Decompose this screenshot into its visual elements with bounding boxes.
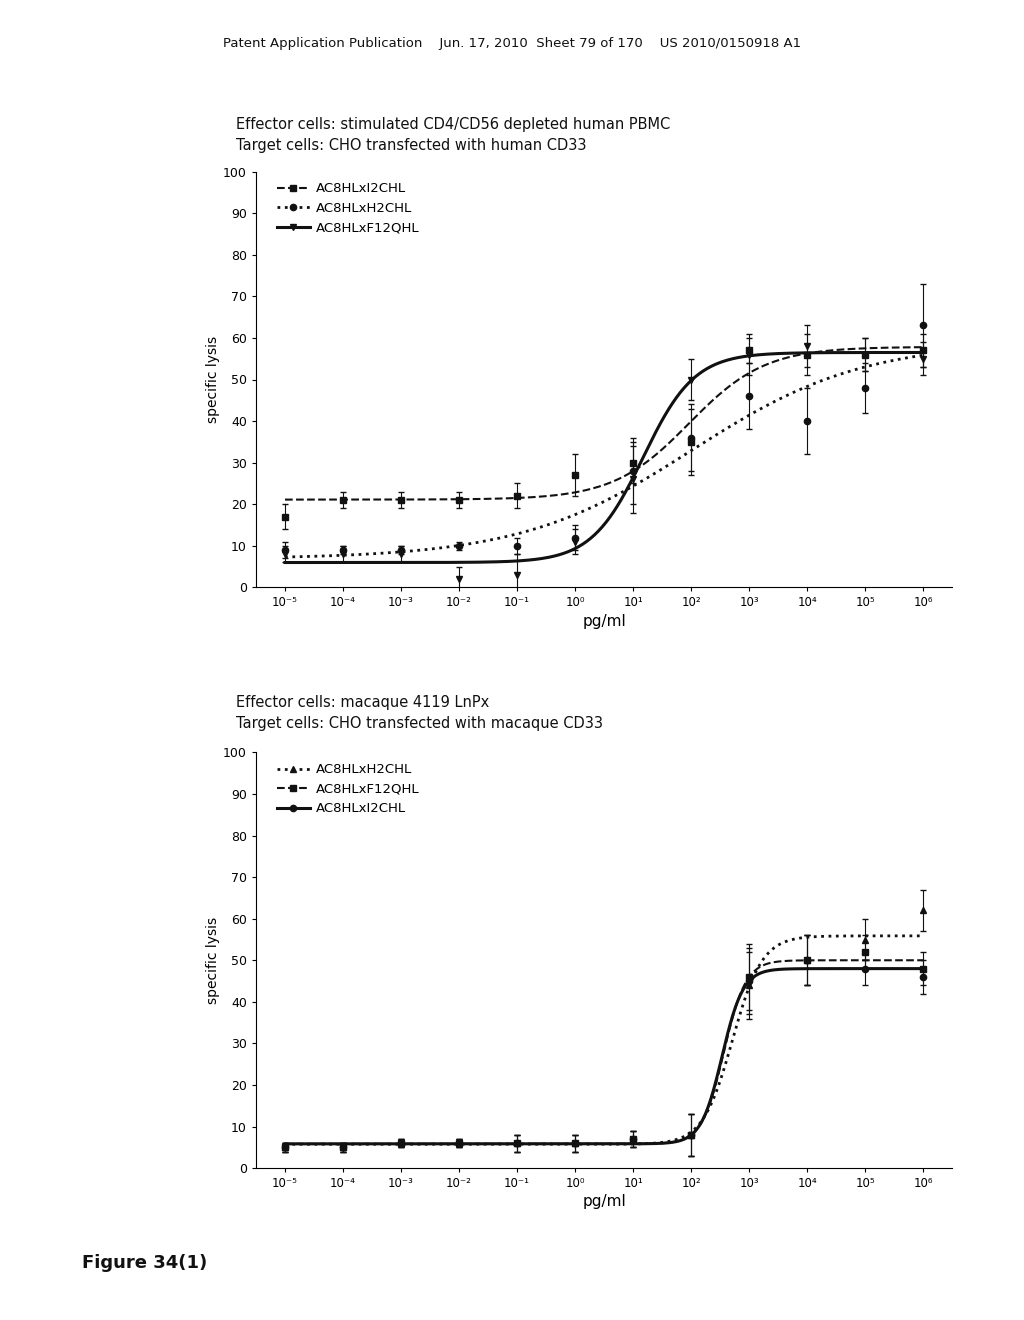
X-axis label: pg/ml: pg/ml [583,1195,626,1209]
Text: Patent Application Publication    Jun. 17, 2010  Sheet 79 of 170    US 2010/0150: Patent Application Publication Jun. 17, … [223,37,801,50]
Text: Effector cells: stimulated CD4/CD56 depleted human PBMC: Effector cells: stimulated CD4/CD56 depl… [236,117,670,132]
Text: Effector cells: macaque 4119 LnPx: Effector cells: macaque 4119 LnPx [236,696,488,710]
Legend: AC8HLxI2CHL, AC8HLxH2CHL, AC8HLxF12QHL: AC8HLxI2CHL, AC8HLxH2CHL, AC8HLxF12QHL [276,182,420,235]
Legend: AC8HLxH2CHL, AC8HLxF12QHL, AC8HLxI2CHL: AC8HLxH2CHL, AC8HLxF12QHL, AC8HLxI2CHL [276,763,420,816]
Y-axis label: specific lysis: specific lysis [206,916,220,1005]
Text: Target cells: CHO transfected with human CD33: Target cells: CHO transfected with human… [236,139,586,153]
Text: Figure 34(1): Figure 34(1) [82,1254,207,1272]
X-axis label: pg/ml: pg/ml [583,614,626,628]
Text: Target cells: CHO transfected with macaque CD33: Target cells: CHO transfected with macaq… [236,717,602,731]
Y-axis label: specific lysis: specific lysis [206,335,220,424]
